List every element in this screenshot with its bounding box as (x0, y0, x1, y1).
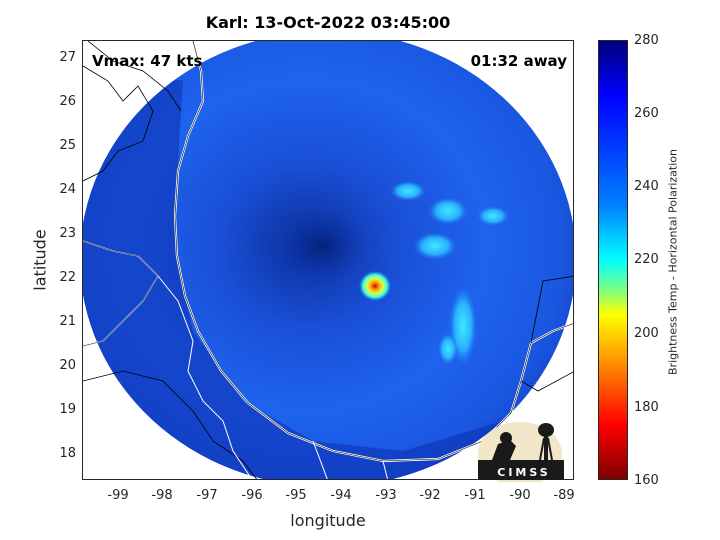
map-title: Karl: 13-Oct-2022 03:45:00 (205, 13, 451, 32)
y-tick-label: 22 (59, 270, 76, 285)
x-tick-label: -92 (419, 488, 441, 503)
colorbar-tick-label: 200 (634, 326, 659, 341)
x-tick-label: -90 (509, 488, 531, 503)
y-tick-label: 23 (59, 226, 76, 241)
y-axis-label: latitude (30, 229, 50, 291)
cimss-logo-text: CIMSS (497, 466, 551, 479)
x-tick-label: -96 (241, 488, 263, 503)
colorbar-tick-label: 240 (634, 179, 659, 194)
colorbar (598, 40, 628, 480)
x-tick-label: -91 (464, 488, 486, 503)
colorbar-tick-label: 160 (634, 473, 659, 488)
x-tick-label: -89 (553, 488, 575, 503)
x-tick-label: -94 (330, 488, 352, 503)
colorbar-tick-label: 220 (634, 252, 659, 267)
colorbar-tick-label: 180 (634, 400, 659, 415)
x-tick-label: -97 (196, 488, 218, 503)
y-tick-label: 18 (59, 446, 76, 461)
map-plot-area (82, 40, 574, 480)
y-tick-label: 21 (59, 314, 76, 329)
x-axis-label: longitude (290, 511, 366, 530)
coastline-borders (83, 41, 573, 479)
x-tick-label: -99 (107, 488, 129, 503)
x-tick-label: -95 (285, 488, 307, 503)
vmax-label: Vmax: 47 kts (92, 52, 203, 70)
y-tick-label: 25 (59, 138, 76, 153)
y-tick-label: 24 (59, 182, 76, 197)
x-tick-label: -93 (375, 488, 397, 503)
cimss-logo (478, 422, 564, 482)
y-tick-label: 27 (59, 50, 76, 65)
colorbar-tick-label: 280 (634, 33, 659, 48)
y-tick-label: 19 (59, 402, 76, 417)
brightness-temperature-map (83, 41, 573, 479)
y-tick-label: 26 (59, 94, 76, 109)
colorbar-label: Brightness Temp - Horizontal Polarizatio… (666, 149, 680, 375)
y-tick-label: 20 (59, 358, 76, 373)
colorbar-tick-label: 260 (634, 106, 659, 121)
microwave-swath (83, 41, 573, 479)
x-tick-label: -98 (151, 488, 173, 503)
time-away-label: 01:32 away (470, 52, 567, 70)
